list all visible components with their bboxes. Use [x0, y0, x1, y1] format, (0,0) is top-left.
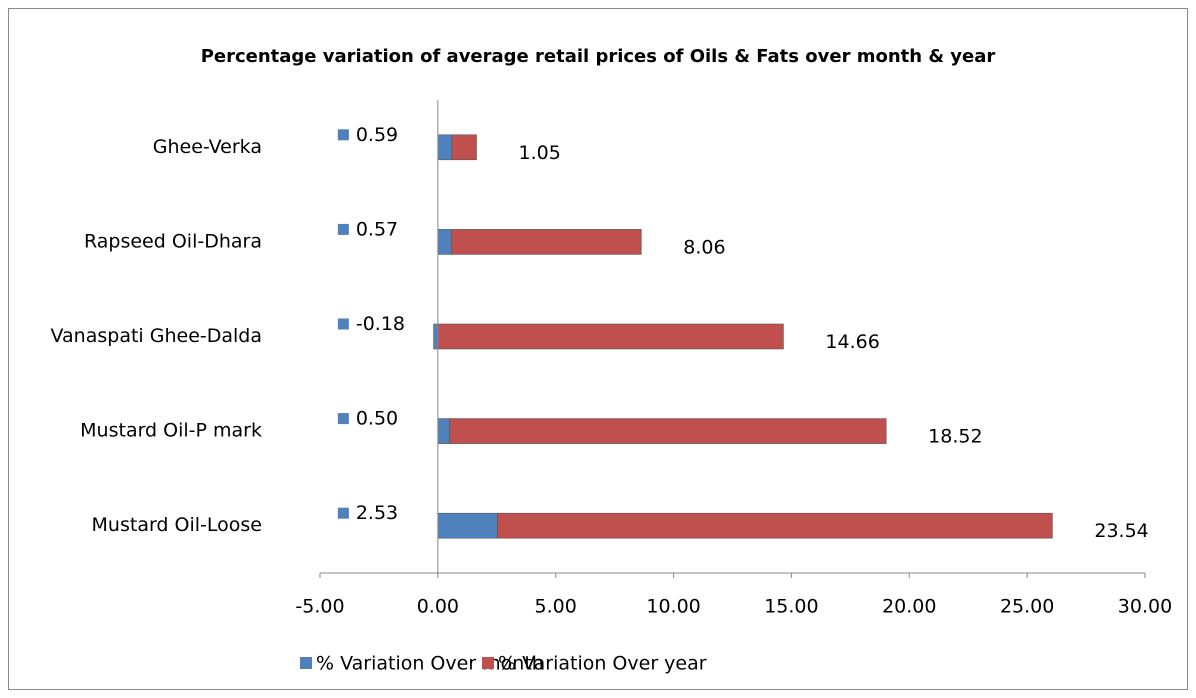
bar: [437, 418, 450, 444]
data-label: 1.05: [519, 142, 561, 164]
category-label: Rapseed Oil-Dhara: [84, 230, 262, 252]
bar: [437, 323, 784, 350]
bar: [437, 512, 498, 539]
x-tick-label: 25.00: [1000, 596, 1054, 618]
data-label: 18.52: [928, 426, 982, 448]
label-key: [337, 318, 349, 330]
bar: [449, 418, 887, 444]
bar: [497, 512, 1053, 539]
category-label: Vanaspati Ghee-Dalda: [51, 325, 262, 347]
chart-title: Percentage variation of average retail p…: [201, 46, 996, 67]
x-tick-label: 20.00: [882, 596, 936, 618]
data-label: 0.59: [356, 124, 398, 146]
x-tick-label: 5.00: [535, 596, 577, 618]
bar: [437, 229, 452, 255]
label-key: [337, 507, 349, 519]
legend-key: [482, 657, 494, 669]
x-tick-label: -5.00: [295, 596, 344, 618]
data-label: -0.18: [356, 313, 405, 335]
x-tick-label: 15.00: [764, 596, 818, 618]
legend-key: [300, 657, 312, 669]
category-label: Mustard Oil-P mark: [80, 420, 262, 442]
data-label: 0.57: [356, 218, 398, 240]
label-key: [337, 129, 349, 141]
x-tick-label: 0.00: [417, 596, 459, 618]
data-label: 2.53: [356, 502, 398, 524]
legend-label: % Variation Over year: [498, 653, 707, 675]
bar: [451, 134, 477, 161]
category-label: Ghee-Verka: [153, 136, 262, 158]
data-label: 0.50: [356, 408, 398, 430]
label-key: [337, 223, 349, 235]
x-tick-label: 10.00: [646, 596, 700, 618]
label-key: [337, 413, 349, 425]
data-label: 14.66: [825, 331, 879, 353]
data-label: 8.06: [683, 236, 725, 258]
bar: [450, 229, 642, 255]
data-label: 23.54: [1094, 520, 1148, 542]
category-label: Mustard Oil-Loose: [92, 514, 262, 536]
x-tick-label: 30.00: [1118, 596, 1172, 618]
bar: [437, 134, 453, 161]
bar: [433, 323, 439, 350]
